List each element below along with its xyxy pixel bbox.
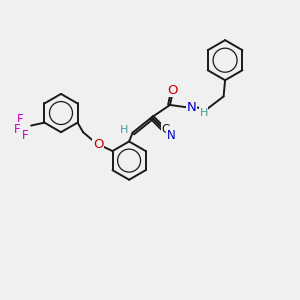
Text: N: N (186, 101, 196, 114)
Text: F: F (22, 129, 28, 142)
Text: N: N (167, 129, 176, 142)
Text: C: C (161, 124, 170, 136)
Text: F: F (17, 113, 23, 126)
Text: O: O (167, 84, 178, 97)
Text: H: H (120, 125, 129, 135)
Text: F: F (14, 123, 20, 136)
Text: O: O (93, 138, 104, 151)
Text: H: H (200, 108, 208, 118)
